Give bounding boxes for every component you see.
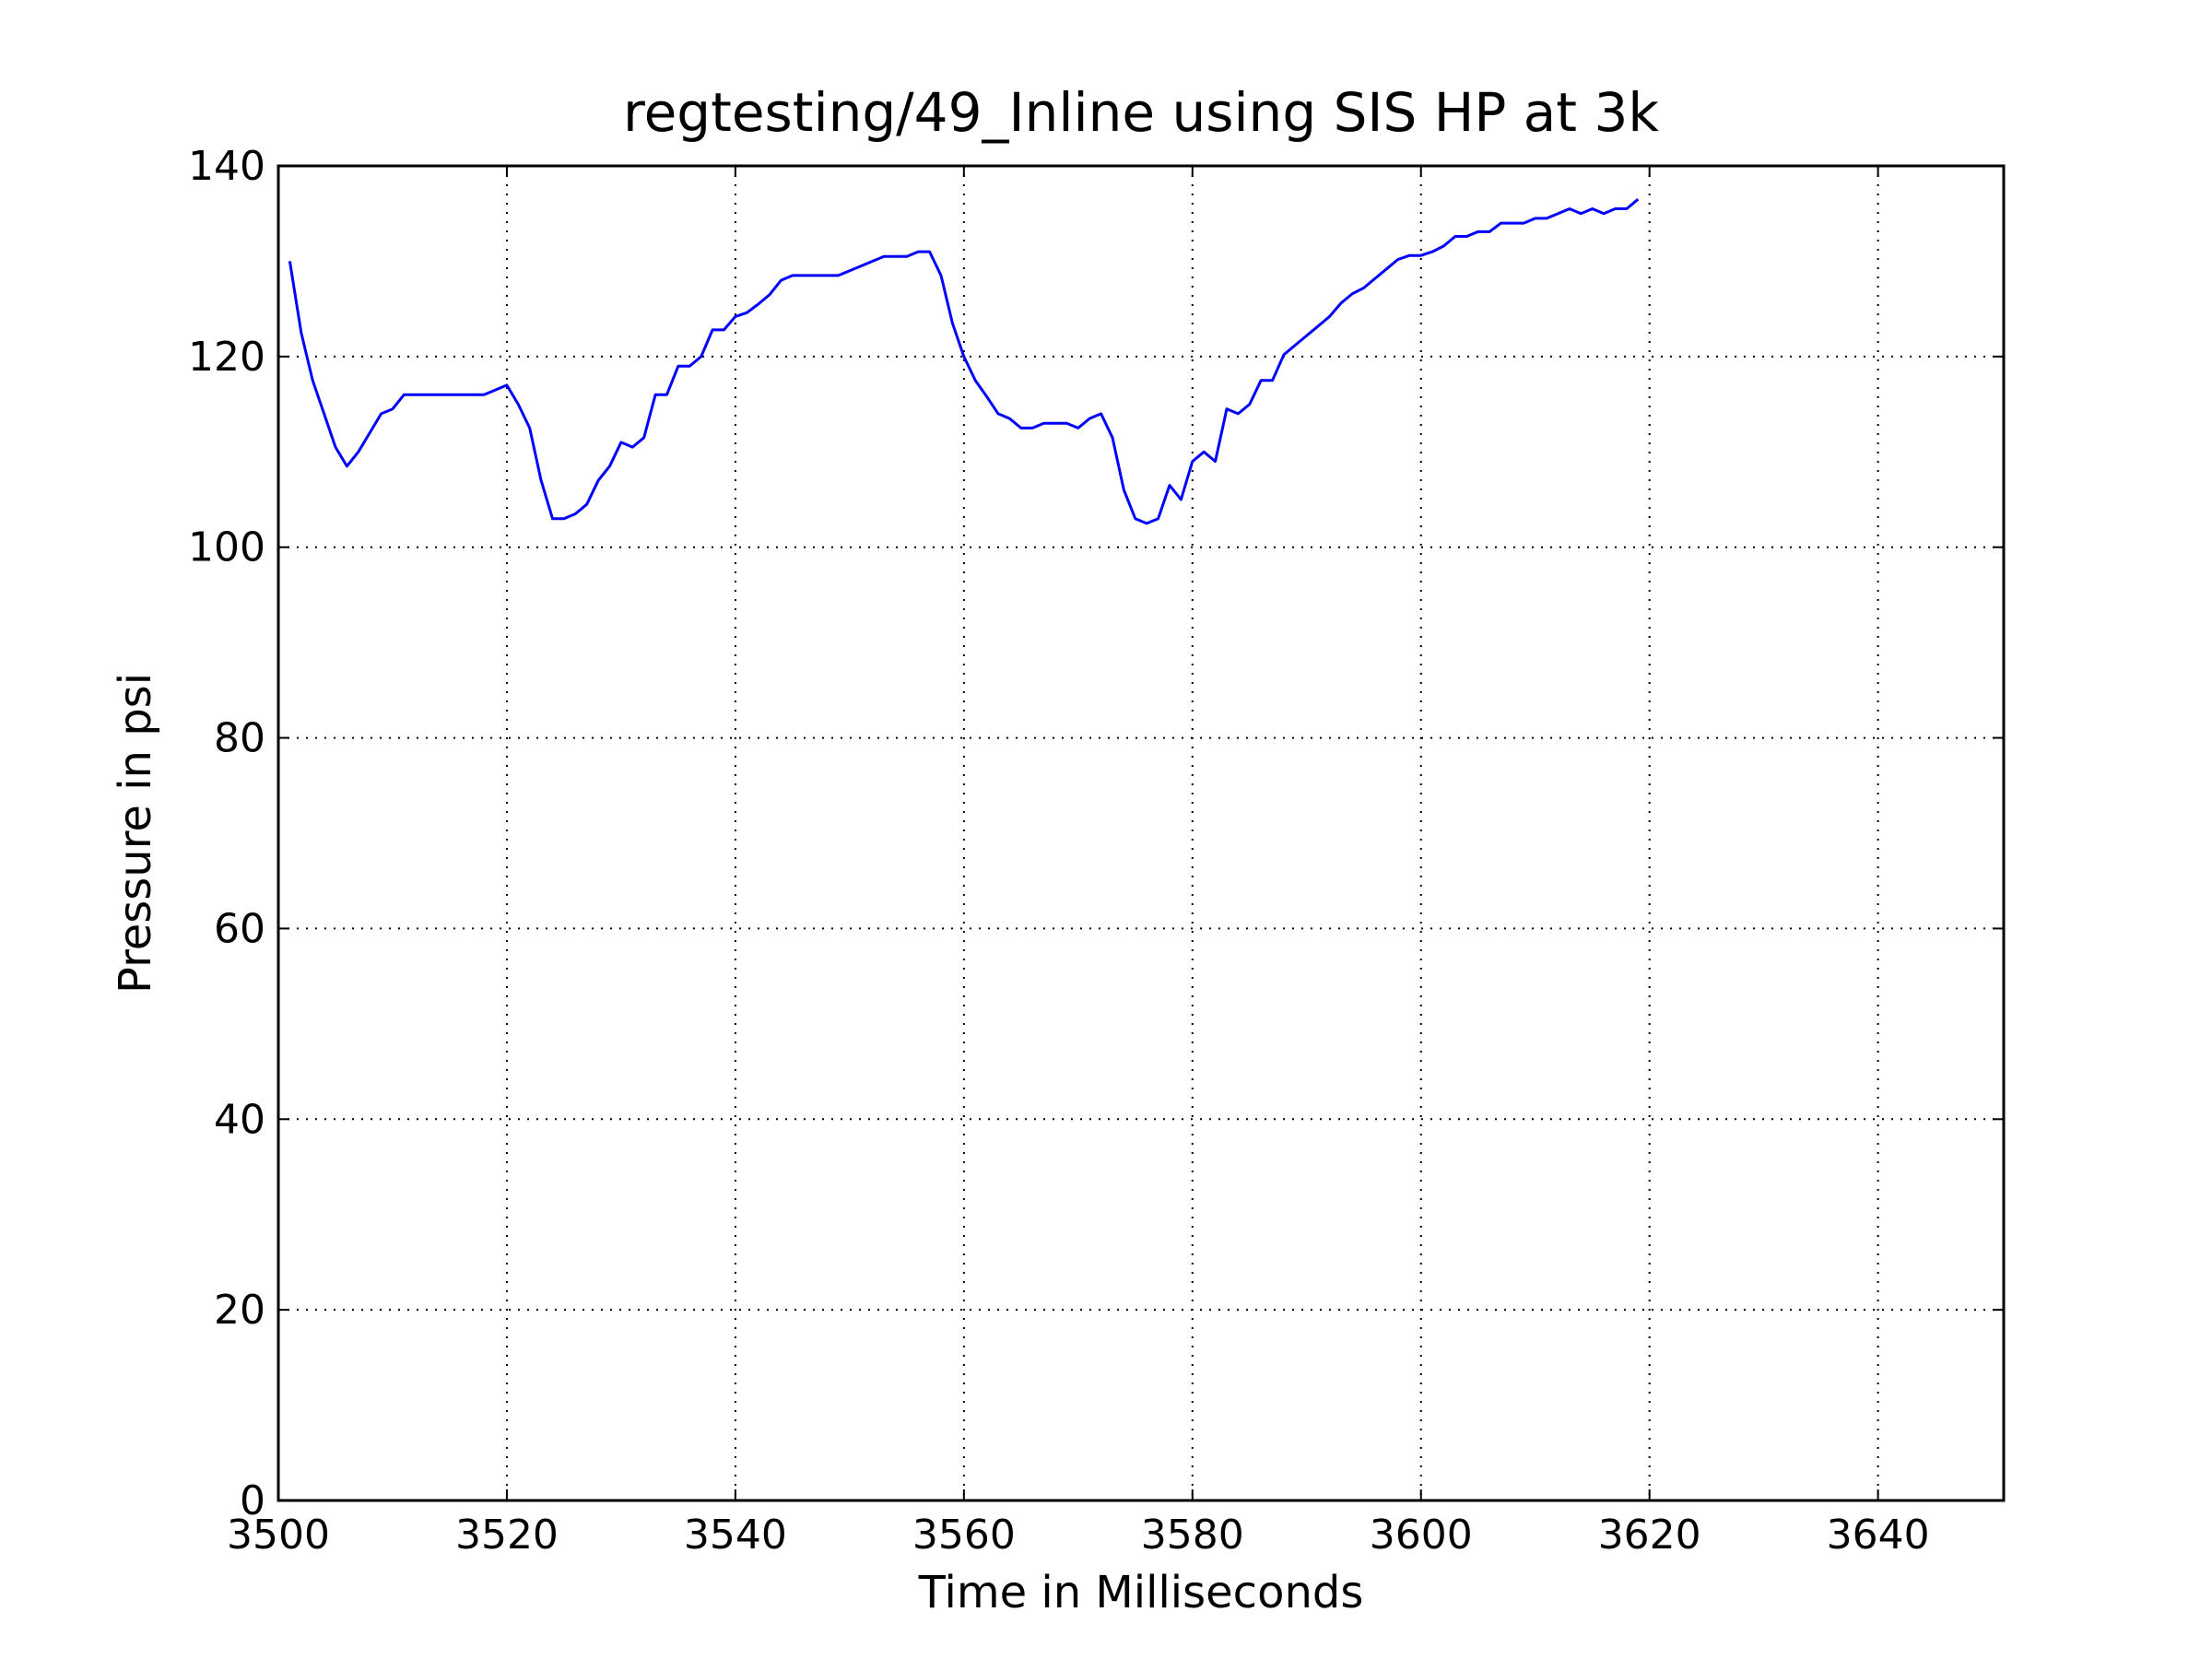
y-tick-label: 60 [214,905,265,952]
plot-area-frame [276,164,2006,1502]
x-tick-label: 3520 [455,1512,559,1559]
x-tick-label: 3560 [912,1512,1016,1559]
y-tick-label: 100 [188,524,265,571]
y-tick-label: 140 [188,143,265,190]
grid-lines [278,166,2004,1500]
axis-ticks [277,165,2004,1501]
series-line [288,198,1640,525]
x-tick-label: 3620 [1598,1512,1701,1559]
y-tick-label: 120 [188,334,265,381]
chart-title: regtesting/49_Inline using SIS HP at 3k [623,81,1659,144]
x-tick-label: 3500 [227,1512,330,1559]
series-group [288,198,1640,525]
x-tick-label: 3640 [1827,1512,1930,1559]
y-tick-label: 80 [214,715,265,762]
y-tick-label: 40 [214,1096,265,1143]
y-tick-label: 0 [240,1477,265,1524]
x-tick-label: 3600 [1370,1512,1473,1559]
y-axis-label: Pressure in psi [110,673,161,994]
x-axis-label: Time in Milliseconds [918,1567,1364,1618]
y-tick-label: 20 [214,1287,265,1334]
x-axis-tick-labels: 3500 3520 3540 3560 3580 3600 3620 3640 [227,1512,1930,1559]
x-tick-label: 3580 [1141,1512,1244,1559]
y-axis-tick-labels: 0 20 40 60 80 100 120 140 [188,143,265,1524]
x-tick-label: 3540 [684,1512,787,1559]
